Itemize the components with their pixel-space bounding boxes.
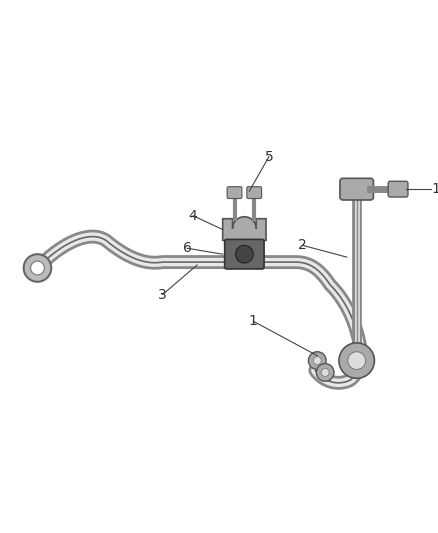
Text: 2: 2	[298, 238, 307, 252]
FancyBboxPatch shape	[227, 187, 242, 198]
Polygon shape	[223, 217, 266, 240]
Circle shape	[24, 254, 51, 282]
Text: 1: 1	[431, 182, 438, 196]
Circle shape	[236, 245, 253, 263]
Text: 4: 4	[189, 209, 198, 223]
Text: 5: 5	[265, 150, 273, 164]
Circle shape	[348, 352, 366, 369]
FancyBboxPatch shape	[340, 179, 374, 200]
FancyBboxPatch shape	[247, 187, 261, 198]
Text: 1: 1	[249, 314, 258, 328]
Text: 6: 6	[183, 241, 192, 255]
Circle shape	[308, 352, 326, 369]
Text: 3: 3	[158, 288, 167, 302]
Circle shape	[31, 261, 44, 275]
Circle shape	[316, 364, 334, 381]
FancyBboxPatch shape	[388, 181, 408, 197]
Circle shape	[313, 357, 321, 365]
FancyBboxPatch shape	[225, 239, 264, 269]
Circle shape	[339, 343, 374, 378]
Circle shape	[321, 368, 329, 376]
